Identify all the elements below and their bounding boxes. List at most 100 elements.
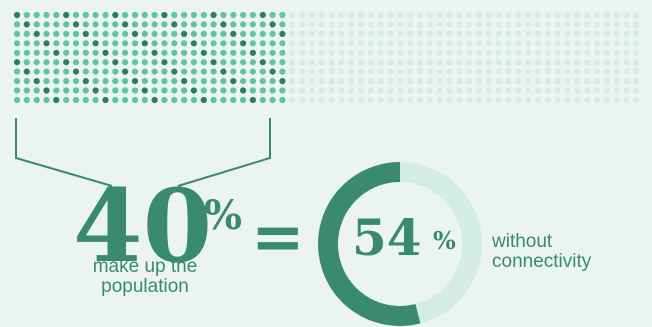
background-dot	[446, 87, 453, 94]
background-dot	[554, 21, 561, 28]
background-dot	[328, 59, 335, 66]
background-dot	[495, 78, 502, 85]
population-dot	[269, 11, 276, 19]
background-dot	[544, 11, 551, 19]
background-dot	[544, 59, 551, 66]
background-dot	[367, 96, 374, 104]
population-dot	[13, 49, 21, 56]
population-dot	[141, 30, 148, 37]
background-dot	[299, 21, 306, 28]
background-dot	[554, 40, 561, 47]
background-dot	[308, 96, 315, 104]
background-dot	[505, 21, 512, 28]
population-dot	[171, 68, 178, 75]
population-dot	[181, 78, 188, 85]
background-dot	[515, 68, 522, 75]
population-dot	[220, 11, 227, 19]
population-dot	[63, 96, 70, 104]
background-dot	[574, 30, 581, 37]
population-dot	[43, 68, 50, 75]
population-dot	[43, 30, 50, 37]
population-dot	[269, 49, 276, 56]
background-dot	[328, 40, 335, 47]
background-dot	[446, 40, 453, 47]
background-dot	[436, 59, 443, 66]
population-dot	[92, 68, 99, 75]
population-dot	[220, 78, 227, 85]
population-dot	[249, 96, 256, 104]
population-dot	[210, 49, 217, 56]
population-dot	[279, 78, 286, 85]
population-dot	[92, 40, 99, 47]
population-dot	[43, 87, 50, 94]
population-dot	[82, 30, 89, 37]
population-dot	[72, 59, 80, 66]
background-dot	[475, 40, 483, 47]
population-dot	[82, 11, 89, 19]
population-dot	[13, 40, 21, 47]
population-dot	[33, 59, 40, 66]
background-dot	[328, 87, 335, 94]
background-dot	[534, 30, 542, 37]
background-dot	[485, 21, 492, 28]
population-dot	[53, 59, 60, 66]
background-dot	[623, 21, 630, 28]
background-dot	[397, 40, 404, 47]
background-dot	[525, 59, 532, 66]
background-dot	[613, 40, 620, 47]
background-dot	[633, 87, 640, 94]
population-dot	[210, 30, 217, 37]
background-dot	[534, 59, 542, 66]
background-dot	[574, 78, 581, 85]
population-dot	[190, 68, 197, 75]
population-dot	[151, 59, 158, 66]
background-dot	[436, 49, 443, 56]
population-dot	[92, 21, 99, 28]
background-dot	[416, 96, 424, 104]
background-dot	[358, 21, 365, 28]
background-dot	[554, 87, 561, 94]
background-dot	[554, 30, 561, 37]
population-dot	[63, 40, 70, 47]
background-dot	[633, 59, 640, 66]
background-dot	[593, 96, 601, 104]
population-dot	[141, 96, 148, 104]
population-dot	[181, 96, 188, 104]
background-dot	[623, 40, 630, 47]
background-dot	[318, 30, 325, 37]
background-dot	[407, 40, 414, 47]
background-dot	[505, 11, 512, 19]
population-dot	[43, 78, 50, 85]
background-dot	[544, 49, 551, 56]
background-dot	[328, 49, 335, 56]
background-dot	[554, 49, 561, 56]
population-dot	[63, 49, 70, 56]
population-dot	[230, 59, 237, 66]
background-dot	[584, 11, 591, 19]
population-dot	[240, 49, 247, 56]
population-dot	[279, 40, 286, 47]
background-dot	[387, 40, 394, 47]
background-dot	[564, 40, 571, 47]
population-dot	[112, 78, 119, 85]
background-dot	[299, 30, 306, 37]
background-dot	[495, 68, 502, 75]
population-dot	[249, 68, 256, 75]
population-dot	[72, 68, 80, 75]
background-dot	[367, 59, 374, 66]
population-dot	[181, 87, 188, 94]
background-dot	[358, 87, 365, 94]
population-dot	[210, 40, 217, 47]
population-dot	[13, 30, 21, 37]
population-dot	[181, 59, 188, 66]
population-dot	[151, 78, 158, 85]
background-dot	[515, 21, 522, 28]
background-dot	[613, 30, 620, 37]
background-dot	[495, 59, 502, 66]
background-dot	[299, 49, 306, 56]
background-dot	[613, 49, 620, 56]
background-dot	[584, 21, 591, 28]
background-dot	[436, 87, 443, 94]
connectivity-caption-line2: connectivity	[492, 251, 592, 272]
